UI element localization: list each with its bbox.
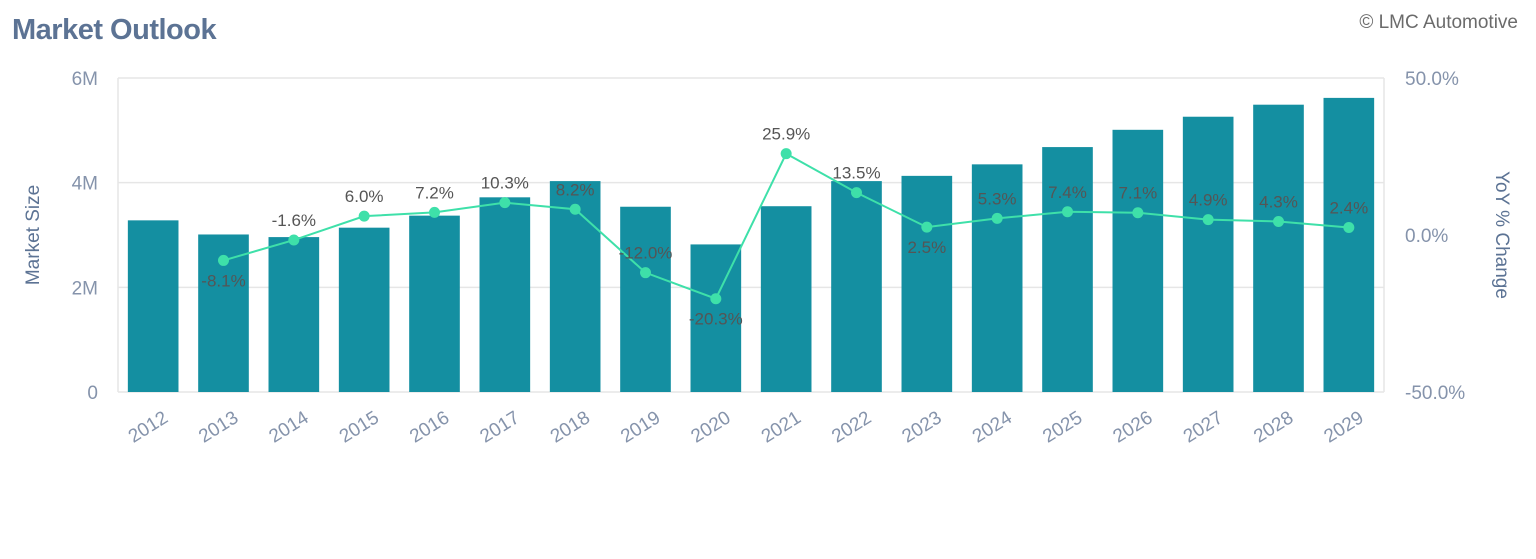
bar: [1182, 116, 1234, 392]
x-tick-label: 2029: [1321, 407, 1368, 447]
x-tick-label: 2019: [617, 407, 664, 447]
yoy-point: [1062, 206, 1073, 218]
yoy-point: [218, 254, 229, 266]
yoy-point: [569, 203, 581, 215]
yoy-data-label: 6.0%: [345, 187, 384, 206]
x-tick-label: 2020: [688, 407, 735, 447]
bar: [1042, 147, 1093, 392]
yoy-point: [780, 148, 792, 160]
yoy-data-label: -1.6%: [272, 211, 316, 230]
grid-lines: [117, 77, 1385, 393]
x-tick-label: 2016: [406, 407, 453, 447]
yoy-data-label: 8.2%: [556, 180, 595, 199]
yoy-data-label: 2.5%: [907, 238, 946, 257]
x-tick-label: 2018: [547, 407, 594, 447]
x-tick-label: 2025: [1039, 407, 1086, 447]
y-tick-label-left: 6M: [72, 69, 98, 90]
x-tick-label: 2012: [125, 407, 172, 447]
yoy-data-label: -20.3%: [689, 310, 743, 329]
x-tick-label: 2013: [195, 407, 242, 447]
yoy-data-label: 25.9%: [762, 125, 810, 144]
bar: [901, 175, 953, 392]
bar: [831, 181, 882, 392]
yoy-data-label: 7.1%: [1118, 184, 1157, 203]
x-tick-label: 2022: [828, 407, 875, 447]
y-axis-label-left: Market Size: [23, 185, 44, 285]
yoy-data-label: 7.4%: [1048, 183, 1087, 202]
yoy-point: [1202, 214, 1214, 226]
bar: [620, 206, 671, 392]
yoy-point: [1273, 215, 1284, 227]
yoy-data-label: 13.5%: [832, 164, 880, 183]
y-axis-label-right: YoY % Change: [1491, 171, 1512, 299]
bar: [690, 244, 742, 392]
yoy-data-label: 10.3%: [481, 174, 529, 193]
yoy-data-label: 7.2%: [415, 183, 454, 202]
yoy-point: [991, 212, 1003, 224]
yoy-data-label: -8.1%: [201, 271, 245, 290]
x-tick-label: 2023: [899, 407, 946, 447]
bar: [127, 220, 179, 392]
bar: [479, 197, 531, 392]
y-tick-label-left: 2M: [72, 278, 98, 299]
bar: [268, 237, 320, 392]
yoy-data-label: 2.4%: [1329, 198, 1368, 217]
credit-text: © LMC Automotive: [1359, 12, 1518, 33]
x-tick-label: 2024: [969, 407, 1016, 447]
bar: [971, 164, 1023, 392]
bar: [760, 206, 812, 392]
x-tick-label: 2014: [266, 407, 313, 447]
x-tick-label: 2015: [336, 407, 383, 447]
y-tick-label-right: -50.0%: [1405, 383, 1465, 404]
yoy-point: [1132, 207, 1144, 219]
yoy-point: [710, 293, 722, 305]
bar: [1253, 104, 1304, 392]
yoy-data-label: 4.9%: [1189, 191, 1228, 210]
bar: [338, 227, 390, 392]
y-tick-label-left: 0: [87, 383, 98, 404]
bar: [409, 215, 460, 392]
x-tick-label: 2021: [758, 407, 805, 447]
yoy-point: [429, 206, 440, 218]
y-tick-label-right: 0.0%: [1405, 226, 1448, 247]
bar: [549, 181, 601, 392]
yoy-point: [1343, 221, 1355, 233]
yoy-data-label: 4.3%: [1259, 192, 1298, 211]
yoy-data-label: 5.3%: [978, 189, 1017, 208]
yoy-point: [851, 187, 862, 199]
bar-series: [127, 97, 1375, 393]
yoy-point: [640, 267, 651, 279]
x-tick-label: 2027: [1180, 407, 1227, 447]
y-tick-label-right: 50.0%: [1405, 69, 1459, 90]
yoy-point: [358, 210, 370, 222]
yoy-point: [499, 197, 511, 209]
yoy-point: [288, 234, 300, 246]
line-series: -8.1% -1.6% 6.0% 7.2% 10.3% 8.2% -12.0% -20.3% 2…: [201, 125, 1368, 329]
x-tick-label: 2017: [477, 407, 524, 447]
x-tick-label: 2028: [1250, 407, 1297, 447]
x-tick-label: 2026: [1110, 407, 1157, 447]
y-tick-label-left: 4M: [72, 174, 98, 195]
page-title: Market Outlook: [12, 14, 217, 46]
yoy-point: [921, 221, 933, 233]
bar: [1323, 97, 1375, 393]
bar: [1112, 129, 1164, 392]
yoy-data-label: -12.0%: [619, 244, 673, 263]
